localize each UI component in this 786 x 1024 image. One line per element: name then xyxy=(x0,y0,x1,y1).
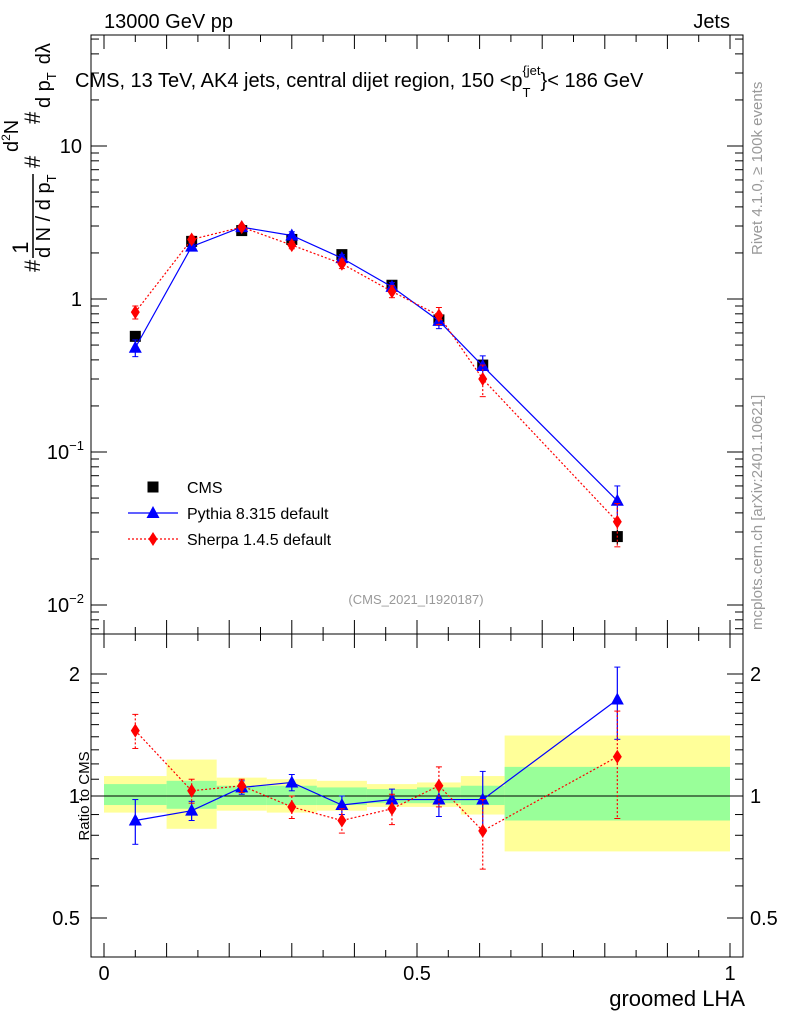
ratio-y-tick-label: 1 xyxy=(69,786,80,808)
ylabel-part: # xyxy=(20,259,45,272)
svg-text:#1: #1 xyxy=(8,242,45,273)
main-sherpa-point xyxy=(337,256,347,271)
svg-text:d N / d pT: d N / d pT xyxy=(33,174,59,258)
y-tick-label: 10−1 xyxy=(47,438,84,464)
main-sherpa-point xyxy=(434,308,444,323)
ylabel-part: # xyxy=(20,155,45,168)
svg-text:d pTdλ: d pTdλ xyxy=(33,43,59,108)
main-pythia-point xyxy=(128,340,142,353)
ratio-sherpa-point xyxy=(237,778,247,793)
svg-text:d2N: d2N xyxy=(0,120,23,152)
legend-label: Sherpa 1.4.5 default xyxy=(187,532,332,549)
main-sherpa-point xyxy=(187,232,197,247)
x-tick-label: 0 xyxy=(98,963,109,985)
plot-title-sup: {jet xyxy=(522,63,540,78)
plot-title: CMS, 13 TeV, AK4 jets, central dijet reg… xyxy=(75,63,644,100)
y-tick-label: 10 xyxy=(60,136,82,158)
y-tick-label: 1 xyxy=(71,289,82,311)
main-sherpa-point xyxy=(612,514,622,529)
main-sherpa-point xyxy=(130,305,140,320)
ratio-y-tick-label-right: 2 xyxy=(750,664,761,686)
legend-marker xyxy=(147,481,159,493)
main-pythia-point xyxy=(285,228,299,241)
ratio-pythia-point xyxy=(335,798,349,811)
ylabel-part: 2 xyxy=(0,134,13,141)
x-tick-label: 0.5 xyxy=(403,963,431,985)
ratio-sherpa-point xyxy=(612,749,622,764)
legend-marker xyxy=(146,506,160,518)
plot-title-post: }< 186 GeV xyxy=(541,70,645,92)
ylabel-part: d p xyxy=(33,80,55,108)
ylabel-part: d xyxy=(33,53,55,64)
ratio-pythia-point xyxy=(128,813,142,826)
main-cms-point xyxy=(129,330,141,342)
header-left: 13000 GeV pp xyxy=(104,11,233,33)
ratio-band-green xyxy=(216,785,267,806)
main-sherpa-line xyxy=(134,226,618,523)
ratio-sherpa-line xyxy=(134,730,618,832)
header-right: Jets xyxy=(693,11,730,33)
ylabel-part: 1 xyxy=(8,242,33,254)
ratio-pythia-point xyxy=(610,692,624,705)
ratio-y-tick-label: 0.5 xyxy=(52,908,80,930)
y-tick-label: 10−2 xyxy=(47,591,84,617)
ratio-band-green xyxy=(266,785,317,806)
main-ylabel: #1 d N / d pT # d2N # d pTdλ xyxy=(0,43,59,272)
main-pythia-line xyxy=(134,226,618,502)
legend-label: Pythia 8.315 default xyxy=(187,506,329,523)
analysis-watermark: (CMS_2021_I1920187) xyxy=(348,592,483,607)
main-sherpa-point xyxy=(478,372,488,387)
ylabel-part: N xyxy=(1,120,23,134)
ylabel-part: T xyxy=(44,174,59,182)
ylabel-part: λ xyxy=(33,43,55,53)
ratio-pythia-point xyxy=(432,792,446,805)
ratio-sherpa-point xyxy=(187,783,197,798)
ratio-ylabel: Ratio to CMS xyxy=(76,751,93,840)
ratio-sherpa-point xyxy=(478,823,488,838)
plot-title-pre: CMS, 13 TeV, AK4 jets, central dijet reg… xyxy=(75,70,523,92)
main-pythia-point xyxy=(610,493,624,506)
ylabel-part: T xyxy=(44,72,59,80)
main-sherpa-point xyxy=(237,220,247,235)
ratio-band-green xyxy=(104,784,167,806)
ylabel-part: d N / d p xyxy=(33,182,55,258)
ylabel-part: d xyxy=(1,141,23,152)
ratio-pythia-point xyxy=(185,803,199,816)
ratio-pythia-point xyxy=(476,792,490,805)
plot-title-sub: T xyxy=(523,85,531,100)
mcplots-label: mcplots.cern.ch [arXiv:2401.10621] xyxy=(749,395,766,630)
ratio-sherpa-point xyxy=(287,799,297,814)
main-sherpa-point xyxy=(287,238,297,253)
ylabel-part: # xyxy=(20,111,45,124)
x-axis-label: groomed LHA xyxy=(609,986,745,1011)
ratio-sherpa-point xyxy=(387,801,397,816)
main-sherpa-point xyxy=(387,284,397,299)
rivet-label: Rivet 4.1.0, ≥ 100k events xyxy=(749,82,766,255)
ratio-sherpa-point xyxy=(130,723,140,738)
x-tick-label: 1 xyxy=(724,963,735,985)
svg-text:#: # xyxy=(20,111,45,124)
ratio-sherpa-point xyxy=(434,778,444,793)
legend-marker xyxy=(148,532,158,546)
ratio-sherpa-point xyxy=(337,813,347,828)
svg-text:#: # xyxy=(20,155,45,168)
ratio-y-tick-label: 2 xyxy=(69,664,80,686)
ratio-y-tick-label-right: 0.5 xyxy=(750,908,778,930)
ratio-pythia-point xyxy=(285,775,299,788)
legend-label: CMS xyxy=(187,480,223,497)
ratio-y-tick-label-right: 1 xyxy=(750,786,761,808)
